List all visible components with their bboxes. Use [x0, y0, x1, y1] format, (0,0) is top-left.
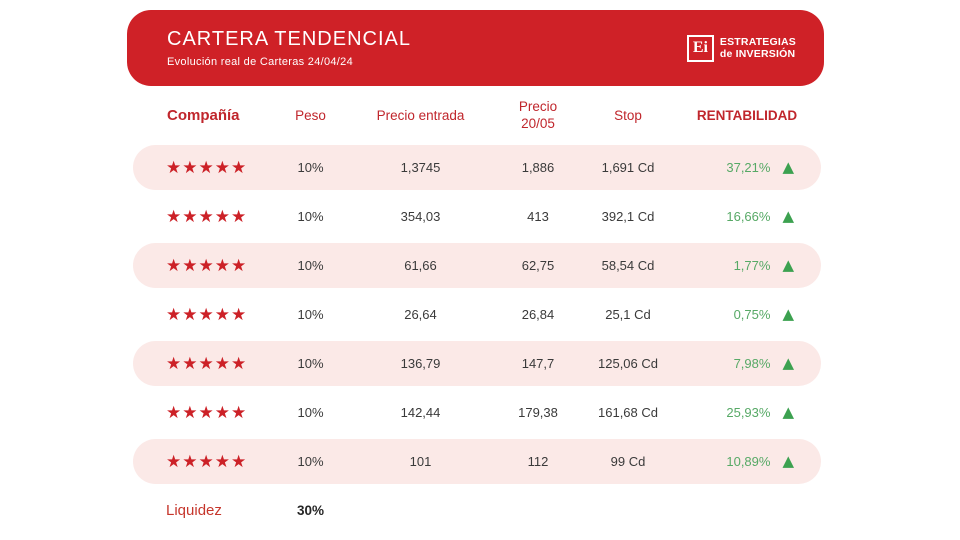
precio-entrada-cell: 61,66: [404, 258, 437, 273]
rentabilidad-value: 7,98%: [733, 356, 771, 371]
up-triangle-icon: ▲: [782, 256, 794, 274]
table-header-row: Compañía Peso Precio entrada Precio 20/05…: [133, 93, 821, 139]
brand-logo-icon: Ei: [686, 34, 714, 62]
column-header-company: Compañía: [167, 106, 240, 124]
brand-logo: Ei ESTRATEGIAS de INVERSIÓN: [686, 34, 796, 62]
star-rating: ★★★★★: [166, 304, 248, 325]
column-header-stop: Stop: [614, 107, 642, 123]
up-triangle-icon: ▲: [782, 452, 794, 470]
star-rating: ★★★★★: [166, 451, 248, 472]
up-triangle-icon: ▲: [782, 403, 794, 421]
up-triangle-icon: ▲: [782, 158, 794, 176]
precio-entrada-cell: 136,79: [400, 356, 441, 371]
header-banner: CARTERA TENDENCIAL Evolución real de Car…: [127, 10, 824, 86]
brand-logo-text: ESTRATEGIAS de INVERSIÓN: [720, 36, 796, 60]
table-row: ★★★★★ 10% 101 112 99 Cd 10,89% ▲: [133, 439, 821, 484]
column-header-precio-2005-lines: Precio 20/05: [519, 99, 557, 133]
column-header-peso: Peso: [295, 107, 326, 123]
rentabilidad-cell: 25,93% ▲: [673, 403, 821, 421]
stop-cell: 125,06 Cd: [598, 356, 658, 371]
stop-cell: 392,1 Cd: [601, 209, 655, 224]
rentabilidad-cell: 37,21% ▲: [673, 158, 821, 176]
precio-2005-cell: 62,75: [521, 258, 555, 273]
rentabilidad-cell: 1,77% ▲: [673, 256, 821, 274]
rentabilidad-cell: 10,89% ▲: [673, 452, 821, 470]
star-rating: ★★★★★: [166, 206, 248, 227]
star-rating: ★★★★★: [166, 157, 248, 178]
peso-cell: 10%: [297, 454, 324, 469]
rentabilidad-cell: 7,98% ▲: [673, 354, 821, 372]
liquidity-label: Liquidez: [166, 501, 222, 519]
precio-entrada-cell: 142,44: [400, 405, 441, 420]
rentabilidad-value: 16,66%: [726, 209, 771, 224]
liquidity-row: Liquidez 30%: [133, 495, 821, 525]
star-rating: ★★★★★: [166, 255, 248, 276]
table-row: ★★★★★ 10% 354,03 413 392,1 Cd 16,66% ▲: [133, 194, 821, 239]
rentabilidad-value: 25,93%: [726, 405, 771, 420]
table-row: ★★★★★ 10% 136,79 147,7 125,06 Cd 7,98% ▲: [133, 341, 821, 386]
precio-2005-cell: 179,38: [518, 405, 558, 420]
column-header-precio-entrada: Precio entrada: [376, 107, 465, 123]
table-row: ★★★★★ 10% 142,44 179,38 161,68 Cd 25,93%…: [133, 390, 821, 435]
stop-cell: 1,691 Cd: [601, 160, 655, 175]
precio-2005-cell: 112: [527, 454, 549, 469]
precio-2005-cell: 147,7: [521, 356, 555, 371]
precio-entrada-cell: 354,03: [400, 209, 441, 224]
liquidity-value: 30%: [296, 502, 325, 518]
brand-logo-line1: ESTRATEGIAS: [719, 35, 796, 48]
page-subtitle: Evolución real de Carteras 24/04/24: [167, 56, 353, 68]
precio-entrada-cell: 101: [409, 454, 432, 469]
table-row: ★★★★★ 10% 26,64 26,84 25,1 Cd 0,75% ▲: [133, 292, 821, 337]
precio-2005-cell: 1,886: [521, 160, 555, 175]
up-triangle-icon: ▲: [782, 207, 794, 225]
peso-cell: 10%: [297, 160, 324, 175]
peso-cell: 10%: [297, 209, 324, 224]
table-row: ★★★★★ 10% 1,3745 1,886 1,691 Cd 37,21% ▲: [133, 145, 821, 190]
up-triangle-icon: ▲: [782, 354, 794, 372]
peso-cell: 10%: [297, 356, 324, 371]
precio-2005-cell: 26,84: [521, 307, 555, 322]
column-header-precio-2005: Precio 20/05: [493, 99, 583, 133]
precio-line2: 20/05: [521, 116, 555, 131]
column-header-rentabilidad: RENTABILIDAD: [696, 107, 798, 123]
table-row: ★★★★★ 10% 61,66 62,75 58,54 Cd 1,77% ▲: [133, 243, 821, 288]
precio-line1: Precio: [518, 99, 558, 115]
star-rating: ★★★★★: [166, 402, 248, 423]
precio-entrada-cell: 26,64: [404, 307, 437, 322]
rentabilidad-cell: 0,75% ▲: [673, 305, 821, 323]
rentabilidad-value: 10,89%: [726, 454, 771, 469]
rentabilidad-value: 0,75%: [733, 307, 771, 322]
header-titles: CARTERA TENDENCIAL Evolución real de Car…: [167, 28, 411, 68]
precio-2005-cell: 413: [527, 209, 549, 224]
brand-logo-line2: de INVERSIÓN: [719, 48, 796, 60]
table-body: ★★★★★ 10% 1,3745 1,886 1,691 Cd 37,21% ▲…: [133, 145, 821, 488]
stop-cell: 58,54 Cd: [601, 258, 655, 273]
stop-cell: 99 Cd: [610, 454, 646, 469]
star-rating: ★★★★★: [166, 353, 248, 374]
up-triangle-icon: ▲: [782, 305, 794, 323]
stop-cell: 25,1 Cd: [605, 307, 651, 322]
peso-cell: 10%: [297, 307, 324, 322]
rentabilidad-value: 37,21%: [726, 160, 771, 175]
rentabilidad-cell: 16,66% ▲: [673, 207, 821, 225]
stop-cell: 161,68 Cd: [598, 405, 658, 420]
peso-cell: 10%: [297, 258, 324, 273]
precio-entrada-cell: 1,3745: [400, 160, 441, 175]
peso-cell: 10%: [297, 405, 324, 420]
page-title: CARTERA TENDENCIAL: [167, 28, 411, 50]
rentabilidad-value: 1,77%: [733, 258, 771, 273]
